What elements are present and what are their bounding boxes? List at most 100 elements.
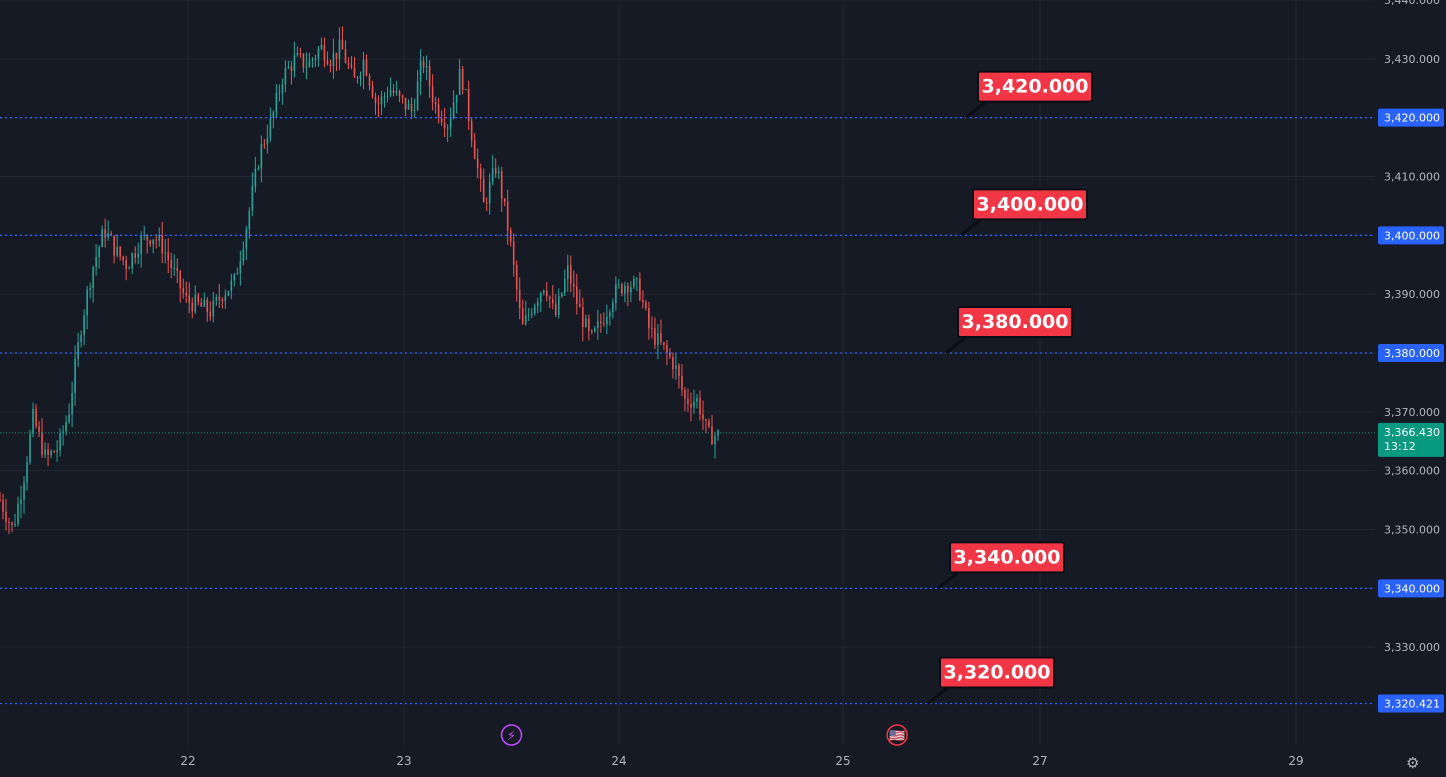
candle-body [125, 260, 127, 269]
candle-body [527, 314, 530, 316]
candle-body [146, 235, 149, 241]
candle-body [350, 64, 353, 68]
candle-body [612, 303, 614, 313]
candle-body [425, 65, 428, 68]
level-axis-label: 3,400.000 [1384, 229, 1440, 242]
level-callout[interactable] [939, 656, 1055, 689]
candle-body [251, 186, 254, 211]
horizontal-levels[interactable]: 3,420.000 3,400.000 3,380.000 3,340.000 3,32… [0, 70, 1375, 705]
candle-body [53, 451, 55, 453]
candle-body [206, 299, 209, 313]
lightning-icon[interactable] [500, 724, 523, 746]
candle-body [651, 327, 653, 329]
candle-body [506, 201, 509, 231]
time-axis[interactable]: 22 23 24 25 27 29 [180, 754, 1303, 768]
candle-body [482, 178, 485, 203]
candle-body [50, 451, 52, 455]
candle-body [666, 345, 668, 353]
candle-body [392, 90, 395, 93]
candle-body [182, 288, 185, 293]
candle-body [672, 356, 674, 370]
candle-body [639, 278, 641, 300]
candle-body [410, 103, 413, 112]
candle-body [449, 117, 452, 128]
candle-body [101, 229, 103, 248]
level-callout[interactable] [977, 70, 1093, 103]
candle-body [621, 284, 623, 294]
candle-body [77, 342, 79, 359]
candle-body [380, 96, 383, 105]
candle-body [248, 210, 251, 230]
candle-body [335, 52, 338, 59]
candle-body [344, 49, 347, 63]
level-callout[interactable] [949, 541, 1065, 574]
candle-body [473, 140, 476, 159]
candle-body [302, 53, 305, 68]
current-price-label: 3,366.430 [1384, 426, 1440, 439]
candle-body [275, 92, 278, 113]
candle-body [245, 229, 248, 250]
candle-body [533, 305, 536, 314]
candle-body [80, 335, 82, 343]
candle-body [648, 307, 650, 328]
candle-body [579, 303, 581, 308]
candle-body [422, 60, 425, 68]
candle-body [404, 97, 407, 110]
candle-body [38, 426, 40, 432]
candle-body [311, 59, 314, 61]
candle-body [158, 235, 161, 241]
candle-body [308, 60, 311, 67]
candle-body [269, 117, 272, 139]
callout-pointer [965, 100, 987, 119]
level-callout-text: 3,380.000 [962, 311, 1069, 333]
candle-body [218, 296, 221, 300]
candle-body [332, 52, 335, 66]
candle-body [437, 104, 440, 119]
candle-body [320, 44, 323, 50]
candle-body [470, 120, 473, 141]
level-callout[interactable] [957, 306, 1073, 338]
candle-body [627, 285, 629, 293]
level-axis-label: 3,380.000 [1384, 347, 1440, 360]
us-flag-icon[interactable] [886, 724, 908, 746]
callout-pointer [945, 335, 967, 355]
candle-body [597, 321, 599, 328]
candle-body [699, 397, 701, 415]
candle-body [569, 265, 572, 284]
candle-body [434, 101, 437, 105]
candle-body [11, 522, 13, 525]
candle-body [227, 291, 230, 296]
candle-body [618, 284, 620, 286]
price-axis[interactable]: 3,330.000 3,340.000 3,350.000 3,360.000 3,37… [1378, 0, 1444, 713]
candle-body [696, 397, 698, 402]
level-callout-text: 3,400.000 [977, 193, 1084, 215]
candle-body [362, 59, 365, 76]
settings-icon[interactable]: ⚙ [1406, 754, 1419, 772]
candle-body [356, 77, 359, 79]
candle-body [524, 315, 527, 325]
candle-body [539, 293, 542, 302]
candle-body [290, 66, 293, 72]
candle-body [633, 278, 635, 288]
date-tick-label: 29 [1288, 754, 1303, 768]
candle-body [530, 313, 533, 315]
candle-body [110, 233, 112, 236]
candle-body [368, 75, 371, 86]
event-markers[interactable]: ⚡ 🇺🇸 [500, 724, 908, 746]
candle-body [542, 290, 545, 294]
candle-body [443, 122, 446, 129]
candles [0, 26, 719, 535]
candle-body [263, 144, 266, 146]
candle-body [86, 289, 88, 316]
candle-body [413, 109, 416, 112]
candle-body [44, 449, 46, 455]
candle-body [8, 521, 10, 523]
candle-body [353, 67, 356, 78]
candle-body [711, 426, 713, 445]
level-callout[interactable] [972, 188, 1088, 221]
candle-body [278, 92, 281, 94]
candle-body [152, 239, 155, 245]
